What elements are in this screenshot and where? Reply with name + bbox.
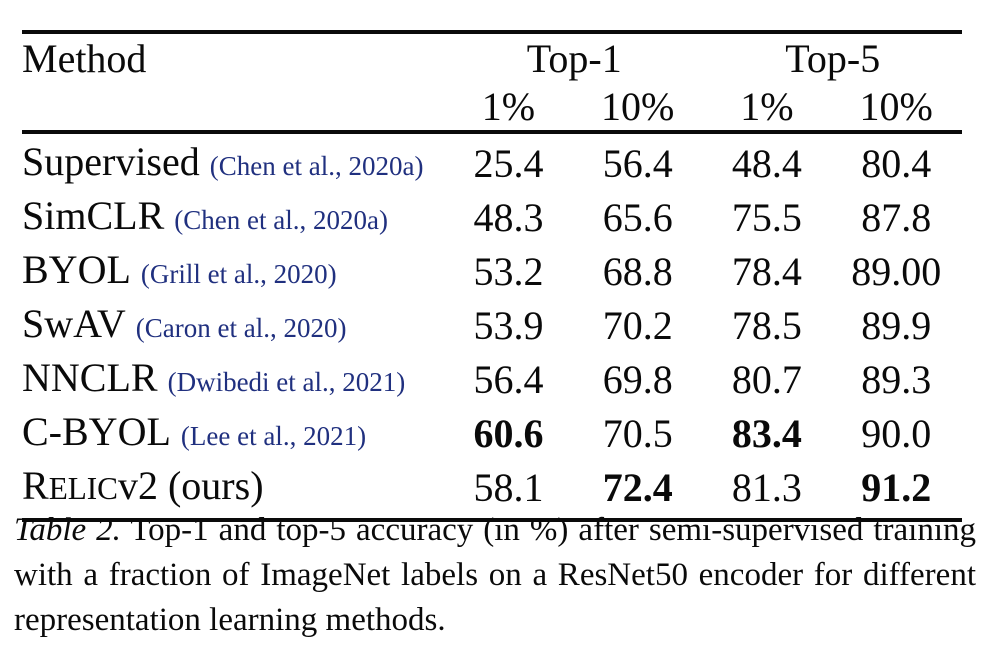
results-table: Method Top-1 Top-5 1% 10% 1% 10% Supervi…: [22, 30, 962, 522]
value-cell: 56.4: [602, 141, 673, 186]
value-cell: 69.8: [602, 357, 673, 402]
table-row-cbyol: C-BYOL (Lee et al., 2021) 60.6 70.5 83.4 …: [22, 407, 962, 461]
caption-label: Table 2.: [14, 512, 121, 548]
value-cell-bold: 72.4: [602, 465, 673, 510]
table-row-relicv2: RELICv2 (ours) 58.1 72.4 81.3 91.2: [22, 461, 962, 520]
method-name: Supervised: [22, 139, 200, 184]
value-cell: 25.4: [473, 141, 544, 186]
value-cell: 53.2: [473, 249, 544, 294]
value-cell-bold: 60.6: [473, 411, 544, 456]
table-row-simclr: SimCLR (Chen et al., 2020a) 48.3 65.6 75.…: [22, 191, 962, 245]
column-header-empty: [22, 84, 445, 132]
method-cell: NNCLR (Dwibedi et al., 2021): [22, 353, 445, 407]
subheader-top1-1pct: 1%: [481, 84, 536, 129]
citation: (Chen et al., 2020a): [209, 151, 424, 181]
citation: (Grill et al., 2020): [140, 259, 337, 289]
value-cell: 75.5: [731, 195, 802, 240]
method-name-suffix: v2 (ours): [117, 463, 264, 508]
column-header-method: Method: [22, 36, 147, 81]
citation: (Caron et al., 2020): [135, 313, 347, 343]
value-cell: 80.7: [731, 357, 802, 402]
value-cell: 68.8: [602, 249, 673, 294]
value-cell: 90.0: [861, 411, 932, 456]
citation: (Dwibedi et al., 2021): [167, 367, 406, 397]
value-cell: 87.8: [861, 195, 932, 240]
method-cell: SimCLR (Chen et al., 2020a): [22, 191, 445, 245]
value-cell: 70.2: [602, 303, 673, 348]
value-cell: 78.5: [731, 303, 802, 348]
caption-text: Top-1 and top-5 accuracy (in %) after se…: [14, 512, 976, 638]
subheader-top5-1pct: 1%: [740, 84, 794, 129]
method-name: BYOL: [22, 247, 131, 292]
method-cell: C-BYOL (Lee et al., 2021): [22, 407, 445, 461]
table-caption: Table 2. Top-1 and top-5 accuracy (in %)…: [14, 508, 976, 643]
value-cell: 70.5: [602, 411, 673, 456]
value-cell: 65.6: [602, 195, 673, 240]
header-row-fractions: 1% 10% 1% 10%: [22, 84, 962, 132]
value-cell: 89.9: [861, 303, 932, 348]
table-row-byol: BYOL (Grill et al., 2020) 53.2 68.8 78.4 …: [22, 245, 962, 299]
table-row-swav: SwAV (Caron et al., 2020) 53.9 70.2 78.5 …: [22, 299, 962, 353]
method-name: C-BYOL: [22, 409, 171, 454]
column-header-top1: Top-1: [526, 36, 622, 81]
method-cell: Supervised (Chen et al., 2020a): [22, 132, 445, 191]
method-name: SimCLR: [22, 193, 165, 238]
value-cell: 81.3: [731, 465, 802, 510]
table-row-supervised: Supervised (Chen et al., 2020a) 25.4 56.4…: [22, 132, 962, 191]
citation: (Chen et al., 2020a): [174, 205, 388, 235]
value-cell: 56.4: [473, 357, 544, 402]
citation: (Lee et al., 2021): [180, 421, 367, 451]
value-cell: 53.9: [473, 303, 544, 348]
table-row-nnclr: NNCLR (Dwibedi et al., 2021) 56.4 69.8 80…: [22, 353, 962, 407]
value-cell: 58.1: [473, 465, 544, 510]
value-cell: 78.4: [731, 249, 802, 294]
header-row-groups: Method Top-1 Top-5: [22, 32, 962, 84]
table-body: Supervised (Chen et al., 2020a) 25.4 56.4…: [22, 132, 962, 520]
table-header: Method Top-1 Top-5 1% 10% 1% 10%: [22, 32, 962, 132]
value-cell: 80.4: [861, 141, 932, 186]
value-cell: 48.3: [473, 195, 544, 240]
method-name: R: [22, 463, 49, 508]
value-cell: 48.4: [731, 141, 802, 186]
method-name-smallcaps: ELIC: [48, 471, 118, 506]
subheader-top5-10pct: 10%: [859, 84, 933, 129]
subheader-top1-10pct: 10%: [601, 84, 675, 129]
value-cell: 89.3: [861, 357, 932, 402]
results-table-container: Method Top-1 Top-5 1% 10% 1% 10% Supervi…: [22, 30, 962, 522]
method-cell: RELICv2 (ours): [22, 461, 445, 520]
value-cell-bold: 83.4: [731, 411, 802, 456]
column-header-top5: Top-5: [785, 36, 881, 81]
value-cell: 89.00: [851, 249, 942, 294]
method-name: NNCLR: [22, 355, 158, 400]
method-name: SwAV: [22, 301, 126, 346]
value-cell-bold: 91.2: [861, 465, 932, 510]
method-cell: BYOL (Grill et al., 2020): [22, 245, 445, 299]
method-cell: SwAV (Caron et al., 2020): [22, 299, 445, 353]
